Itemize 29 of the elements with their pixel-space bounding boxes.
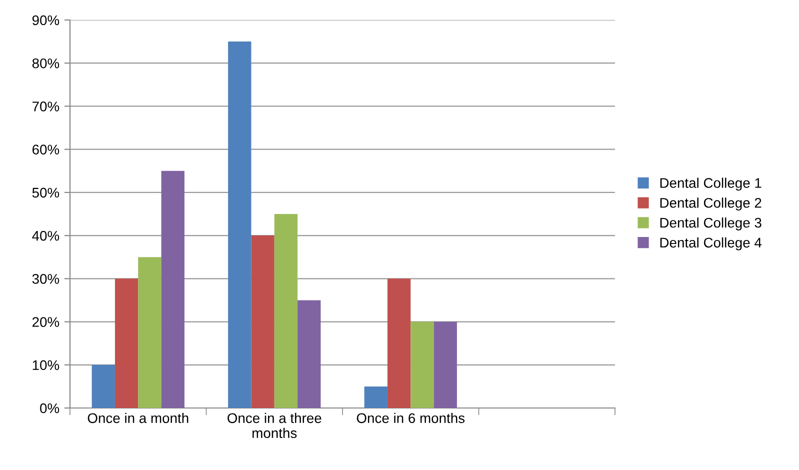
y-tick-label: 20% xyxy=(32,317,60,327)
y-tick-label: 0% xyxy=(40,403,60,414)
x-tick-label: Once in 6 months xyxy=(356,412,465,424)
bar xyxy=(228,42,252,408)
x-tick-label: Once in a month xyxy=(88,412,188,424)
y-tick-label: 60% xyxy=(32,144,60,155)
bar xyxy=(298,300,321,408)
bar xyxy=(274,214,298,408)
bar xyxy=(161,170,184,408)
y-tick-label: 70% xyxy=(32,102,60,112)
bar xyxy=(387,278,411,408)
y-tick-label: 50% xyxy=(32,188,60,198)
y-tick-label: 80% xyxy=(32,58,60,68)
y-tick-label: 30% xyxy=(32,274,60,284)
bar xyxy=(251,236,274,408)
y-tick-label: 90% xyxy=(32,15,60,26)
y-tick-label: 40% xyxy=(32,230,60,241)
bar xyxy=(114,278,138,408)
x-tick-label: Once in a three months xyxy=(228,412,322,438)
bar xyxy=(434,322,457,408)
y-tick-label: 10% xyxy=(32,360,60,370)
bar xyxy=(364,386,388,408)
bar xyxy=(138,257,162,408)
bar xyxy=(92,364,115,408)
legend-label: Dental College 2 xyxy=(660,198,762,211)
bar xyxy=(410,322,434,408)
legend-label: Dental College 1 xyxy=(660,178,762,191)
legend-label: Dental College 3 xyxy=(660,217,762,230)
legend-label: Dental College 4 xyxy=(660,237,762,250)
